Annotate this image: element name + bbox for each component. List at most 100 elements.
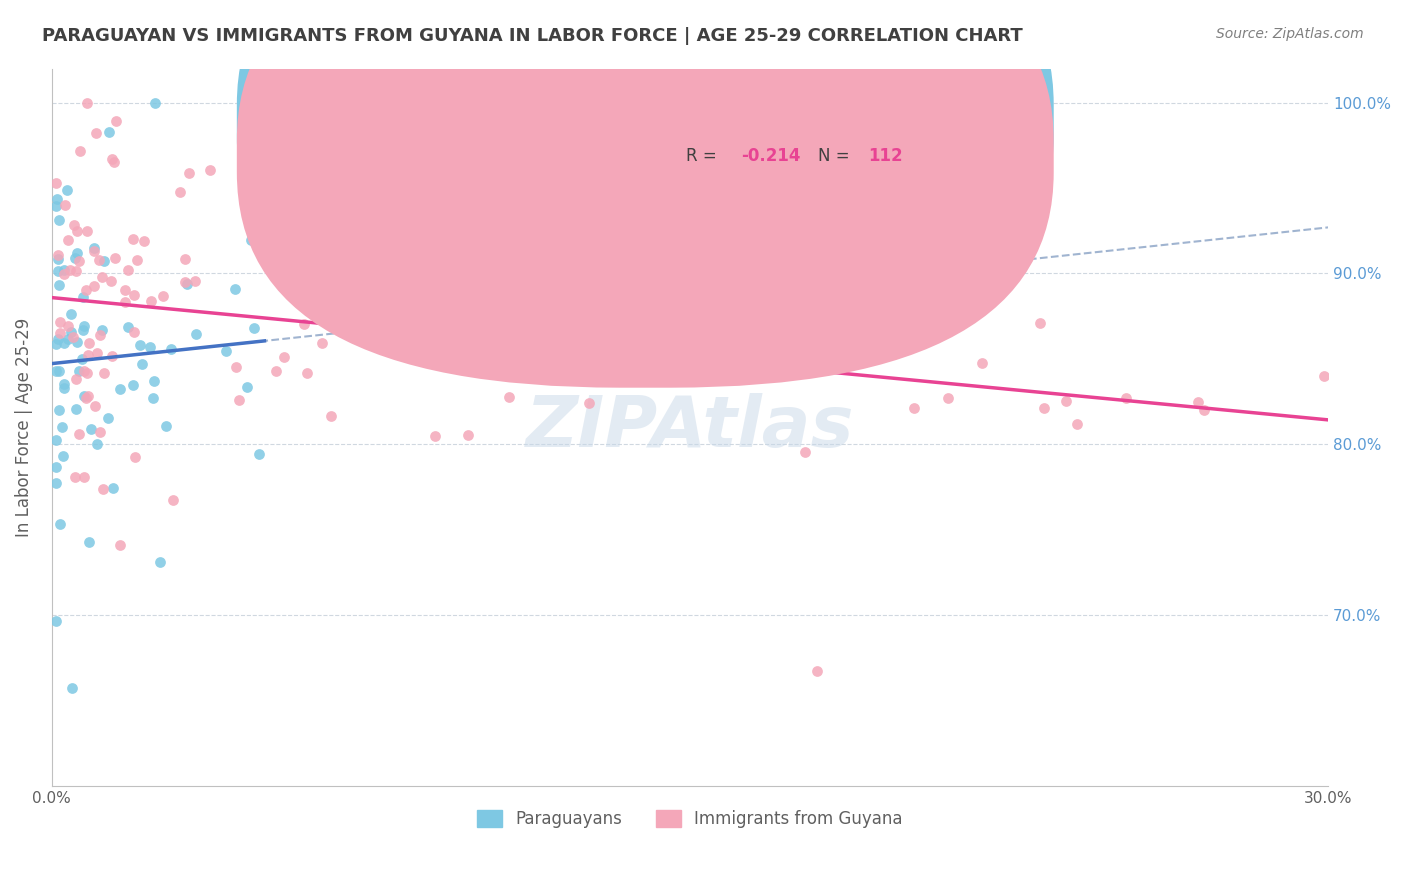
Point [59,326,82,340]
Point [482,202,505,216]
Point [65,401,87,416]
Point [91,483,114,497]
Point [46,248,69,262]
Point [53,381,76,395]
Point [176,277,198,291]
Point [228,393,250,408]
FancyBboxPatch shape [236,0,1053,351]
Point [60,307,83,321]
Point [72,323,94,337]
Point [769,340,792,354]
Text: 0.204: 0.204 [741,112,793,129]
Point [177,166,200,180]
Point [45,199,67,213]
Point [104,113,127,128]
Point [152,288,174,302]
Point [72,290,94,304]
Point [557,272,579,286]
Point [155,419,177,434]
Point [122,377,145,392]
Point [225,360,247,375]
Point [138,339,160,353]
Text: -0.214: -0.214 [741,147,800,165]
Point [247,447,270,461]
Point [735,363,758,377]
FancyBboxPatch shape [595,83,1002,191]
Point [122,232,145,246]
Point [173,252,195,266]
Point [46,252,69,266]
Point [52,450,75,464]
Point [315,179,337,194]
Point [149,555,172,569]
Point [610,368,633,383]
Text: N =: N = [817,112,849,129]
Point [740,147,762,161]
Point [67,427,90,442]
Point [143,95,166,110]
Text: ZIPAtlas: ZIPAtlas [526,392,855,462]
Point [91,269,114,284]
Point [432,341,454,355]
Point [160,343,183,357]
Point [56,184,79,198]
Point [114,295,136,310]
Point [183,275,205,289]
Point [45,476,67,491]
Point [264,364,287,378]
Point [91,323,114,337]
Text: PARAGUAYAN VS IMMIGRANTS FROM GUYANA IN LABOR FORCE | AGE 25-29 CORRELATION CHAR: PARAGUAYAN VS IMMIGRANTS FROM GUYANA IN … [42,27,1024,45]
Point [58,318,80,333]
Point [46,332,69,346]
Point [1033,401,1056,415]
Point [101,481,124,495]
Point [143,375,166,389]
Point [56,332,79,346]
Point [768,331,790,345]
Point [76,224,98,238]
Point [127,252,149,267]
Point [45,192,67,206]
Point [101,153,124,167]
Point [97,410,120,425]
Point [72,470,94,484]
Point [77,348,100,362]
Text: R =: R = [686,147,717,165]
Point [75,391,97,405]
Point [65,371,87,385]
Point [174,275,197,289]
Y-axis label: In Labor Force | Age 25-29: In Labor Force | Age 25-29 [15,318,32,537]
Point [49,517,72,532]
Legend: Paraguayans, Immigrants from Guyana: Paraguayans, Immigrants from Guyana [471,804,910,835]
Point [671,374,693,388]
Point [122,326,145,340]
Point [93,254,115,268]
Point [114,283,136,297]
Point [83,279,105,293]
Point [124,450,146,465]
Point [585,328,607,343]
Point [84,400,107,414]
Point [76,95,98,110]
Point [45,336,67,351]
Point [100,274,122,288]
Point [66,224,89,238]
Point [49,315,72,329]
Point [69,144,91,158]
Point [80,422,103,436]
Point [243,321,266,335]
Point [485,350,508,364]
Point [72,389,94,403]
Point [117,320,139,334]
Point [104,251,127,265]
Point [273,350,295,364]
Point [498,390,520,404]
Point [62,681,84,695]
Point [129,338,152,352]
Point [903,401,925,415]
Point [456,327,478,342]
Text: 66: 66 [869,112,891,129]
FancyBboxPatch shape [236,0,1053,388]
Point [89,327,111,342]
Point [515,342,537,356]
